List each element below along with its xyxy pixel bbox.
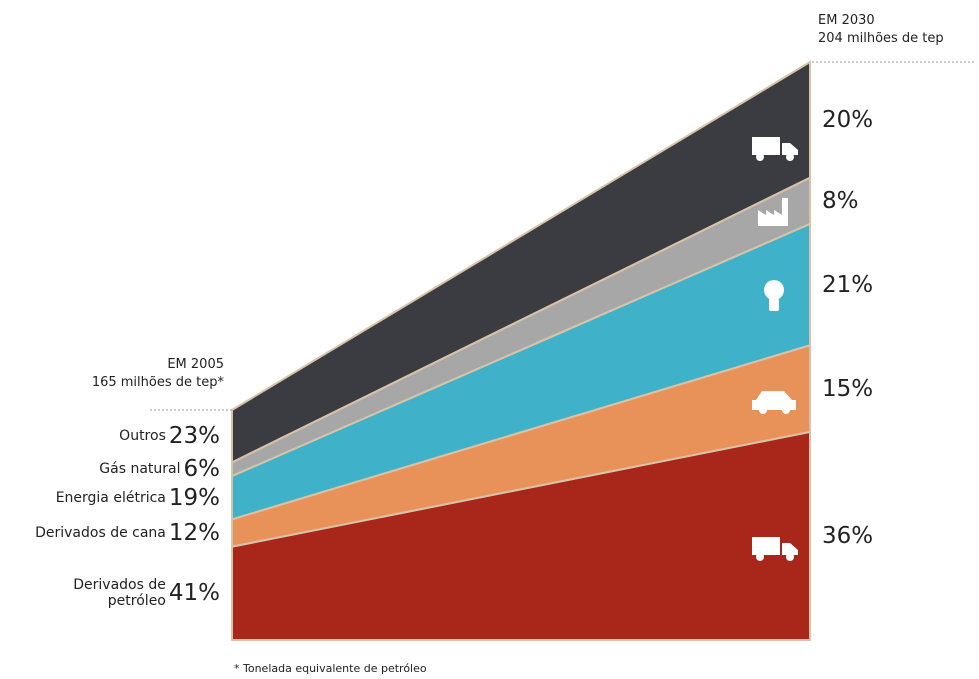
factory-icon: [758, 198, 788, 226]
start-total: 165 milhões de tep*: [91, 375, 224, 390]
start-label: Derivados de cana 12%: [35, 520, 220, 546]
bands: [231, 60, 811, 641]
start-label: Derivados de petróleo 41%: [70, 577, 220, 609]
footnote: * Tonelada equivalente de petróleo: [234, 662, 427, 675]
value-label: 21%: [822, 271, 874, 298]
series-name: Gás natural: [99, 461, 181, 478]
icons: [752, 137, 798, 561]
value-label: 19%: [168, 484, 220, 511]
truck-icon: [752, 537, 798, 561]
start-label: Energia elétrica 19%: [56, 485, 220, 511]
series-name: Derivados de cana: [35, 524, 166, 541]
start-year: EM 2005: [167, 357, 224, 372]
series-name: Derivados de petróleo: [73, 577, 166, 610]
value-label: 15%: [822, 375, 874, 402]
value-label: 36%: [822, 522, 874, 549]
value-label: 41%: [168, 580, 220, 607]
end-year: EM 2030: [818, 13, 875, 28]
start-header: EM 2005 165 milhões de tep*: [92, 356, 224, 392]
value-label: 12%: [168, 519, 220, 546]
start-label: Gás natural 6%: [99, 456, 220, 482]
end-total: 204 milhões de tep: [818, 31, 944, 46]
series-name: Outros: [119, 428, 166, 445]
car-icon: [752, 391, 796, 414]
value-label: 6%: [183, 456, 221, 483]
truck-icon: [752, 137, 798, 161]
end-header: EM 2030 204 milhões de tep: [818, 12, 944, 48]
bulb-icon: [764, 280, 784, 311]
value-label: 23%: [168, 423, 220, 450]
start-label: Outros 23%: [119, 423, 220, 449]
series-name: Energia elétrica: [55, 489, 166, 506]
value-label: 20%: [822, 106, 874, 133]
value-label: 8%: [822, 187, 859, 214]
band: [231, 60, 811, 464]
